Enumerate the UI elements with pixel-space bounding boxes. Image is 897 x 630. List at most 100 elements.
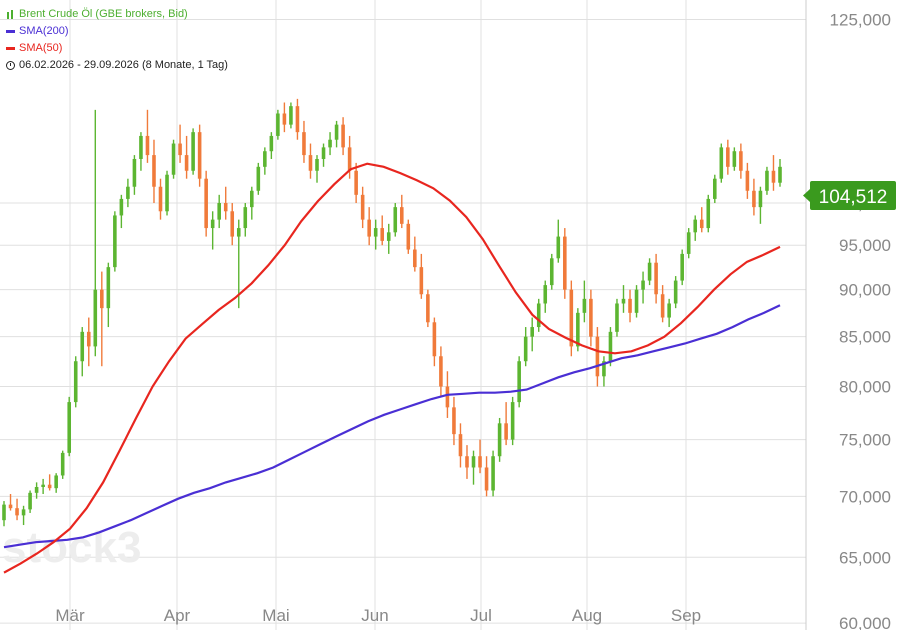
candle-body	[126, 186, 130, 199]
candle-body	[158, 186, 163, 212]
candle	[178, 124, 182, 163]
candle	[758, 186, 763, 224]
candle	[373, 219, 378, 250]
last-price-label: 104,512	[819, 187, 888, 208]
candle-body	[41, 484, 45, 487]
candle-body	[223, 203, 228, 212]
candle-body	[321, 147, 326, 159]
candle	[491, 450, 495, 497]
candle-body	[282, 113, 287, 125]
candle-body	[100, 289, 104, 309]
candles	[2, 98, 782, 527]
sma200-swatch	[6, 30, 15, 33]
y-tick-label: 90,000	[839, 281, 891, 300]
candle	[745, 162, 750, 199]
y-tick-label: 80,000	[839, 378, 891, 397]
candle	[765, 166, 769, 195]
candle	[569, 280, 574, 357]
candle-body	[54, 475, 58, 489]
candle	[712, 174, 717, 204]
candle-body	[295, 106, 300, 133]
legend-sma200-label: SMA(200)	[19, 25, 69, 37]
candle-body	[758, 190, 763, 208]
candle	[399, 194, 404, 229]
candle-body	[504, 423, 508, 440]
candle-body	[693, 219, 698, 233]
candle	[465, 445, 469, 479]
candle-body	[399, 207, 404, 224]
candle-body	[471, 456, 476, 468]
candle	[165, 170, 169, 216]
candle	[693, 215, 698, 241]
candle-body	[510, 402, 515, 440]
candle-body	[93, 289, 98, 347]
candle	[295, 98, 300, 140]
candle-body	[230, 211, 235, 237]
candle	[360, 186, 365, 229]
candle-body	[491, 456, 495, 491]
candle	[484, 456, 489, 497]
candle	[41, 478, 45, 494]
candle	[197, 124, 202, 187]
candle-body	[778, 166, 782, 183]
candle-body	[686, 232, 691, 254]
candle	[80, 327, 85, 377]
candle	[510, 396, 515, 446]
candle	[250, 186, 254, 220]
candle	[210, 211, 215, 250]
candle-body	[152, 155, 156, 187]
candle	[126, 178, 130, 208]
y-tick-label: 75,000	[839, 431, 891, 450]
candle-body	[373, 228, 378, 237]
candle-body	[680, 253, 684, 281]
candle	[523, 327, 528, 367]
candle-body	[712, 178, 717, 199]
candle	[217, 194, 221, 229]
x-tick-label: Sep	[671, 606, 701, 625]
candle	[230, 203, 235, 246]
candle-body	[178, 143, 182, 156]
legend-range-label: 06.02.2026 - 29.09.2026 (8 Monate, 1 Tag…	[19, 59, 228, 71]
legend-range: 06.02.2026 - 29.09.2026 (8 Monate, 1 Tag…	[6, 57, 228, 74]
candle-body	[191, 132, 195, 171]
candle	[602, 356, 606, 387]
candle	[184, 135, 189, 179]
candle	[341, 117, 345, 156]
candle-body	[236, 228, 241, 237]
candle	[34, 482, 39, 499]
candle-body	[21, 509, 26, 516]
x-tick-label: Mär	[55, 606, 85, 625]
candle-body	[341, 124, 345, 148]
candle	[67, 396, 72, 457]
candle-body	[641, 280, 645, 290]
candle-body	[739, 151, 743, 171]
candle	[86, 317, 91, 367]
candle	[660, 285, 665, 323]
candle-body	[478, 456, 482, 468]
candle-body	[628, 298, 632, 313]
candle	[419, 253, 424, 299]
candle	[517, 356, 521, 408]
candle	[132, 155, 137, 195]
candle	[139, 132, 143, 171]
x-tick-label: Jun	[361, 606, 388, 625]
candle-body	[563, 236, 567, 290]
candle	[608, 327, 613, 367]
candle-body	[210, 219, 215, 229]
candle	[100, 271, 104, 367]
candle	[615, 298, 619, 337]
candle	[328, 132, 332, 156]
candle	[667, 298, 671, 328]
candle-body	[726, 147, 730, 167]
candle-body	[308, 155, 313, 171]
candle	[191, 128, 195, 175]
candle-body	[165, 174, 169, 212]
candle	[628, 289, 632, 323]
candle-body	[354, 170, 358, 195]
candle	[452, 396, 456, 446]
candle-body	[347, 147, 352, 171]
candle	[380, 215, 385, 246]
candle-body	[386, 232, 391, 241]
candle-body	[171, 143, 176, 175]
